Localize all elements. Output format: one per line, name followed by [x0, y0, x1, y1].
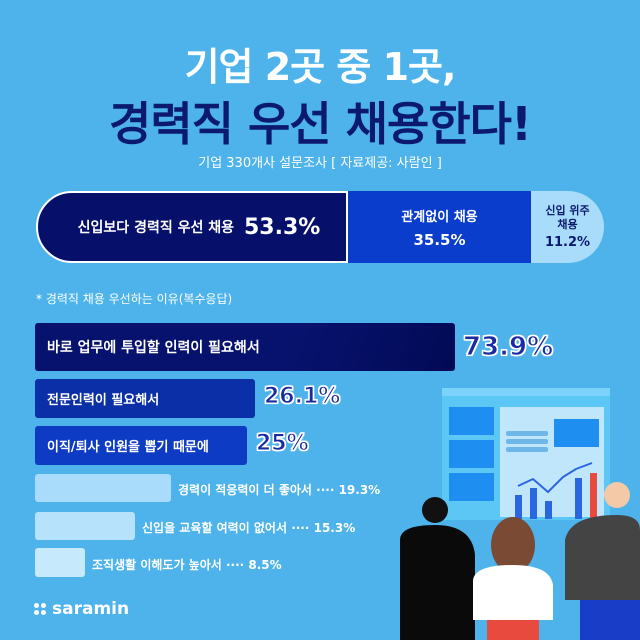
- reason-label-4: 경력이 적응력이 더 좋아서 ···· 19.3%: [178, 483, 381, 497]
- bar-label: 이직/퇴사 인원을 뽑기 때문에: [47, 440, 209, 455]
- saramin-logo: saramin: [34, 599, 129, 619]
- reason-bar-2: 전문인력이 필요해서: [35, 379, 255, 418]
- logo-text: saramin: [52, 599, 130, 619]
- reason-bar-4: [35, 474, 171, 502]
- reason-bar-1: 바로 업무에 투입할 인력이 필요해서: [35, 323, 455, 371]
- reason-value-1: 73.9%: [462, 332, 554, 363]
- reason-value-2: 26.1%: [263, 384, 341, 410]
- segment-value: 53.3%: [243, 214, 321, 240]
- segment-label: 관계없이 채용: [401, 209, 478, 225]
- headline-line1: 기업 2곳 중 1곳,: [184, 45, 457, 89]
- reason-label-6: 조직생활 이해도가 높아서 ···· 8.5%: [92, 558, 282, 572]
- logo-dots-icon: [34, 603, 46, 615]
- reason-bar-5: [35, 512, 135, 540]
- reason-bar-6: [35, 548, 85, 577]
- people-dashboard-illustration: [400, 388, 640, 640]
- survey-subtitle: 기업 330개사 설문조사 [ 자료제공: 사람인 ]: [198, 156, 442, 171]
- segment-experienced-first: 신입보다 경력직 우선 채용 53.3%: [36, 191, 348, 263]
- headline-line2: 경력직 우선 채용한다!: [109, 97, 532, 151]
- reason-value-3: 25%: [256, 431, 310, 457]
- segment-label: 신입 위주 채용: [545, 204, 590, 231]
- reason-bar-3: 이직/퇴사 인원을 뽑기 때문에: [35, 426, 247, 465]
- bar-label: 전문인력이 필요해서: [47, 393, 160, 408]
- segment-label: 신입보다 경력직 우선 채용: [77, 220, 234, 236]
- segment-value: 11.2%: [544, 235, 591, 250]
- segment-value: 35.5%: [413, 230, 466, 249]
- bar-label: 바로 업무에 투입할 인력이 필요해서: [47, 340, 260, 356]
- stacked-bar: 신입보다 경력직 우선 채용 53.3% 관계없이 채용 35.5% 신입 위주…: [36, 191, 604, 263]
- segment-regardless: 관계없이 채용 35.5%: [348, 191, 531, 263]
- reason-label-5: 신입을 교육할 여력이 없어서 ···· 15.3%: [142, 521, 356, 535]
- segment-newcomer-first: 신입 위주 채용 11.2%: [531, 191, 604, 263]
- reasons-note: * 경력직 채용 우선하는 이유(복수응답): [36, 292, 233, 306]
